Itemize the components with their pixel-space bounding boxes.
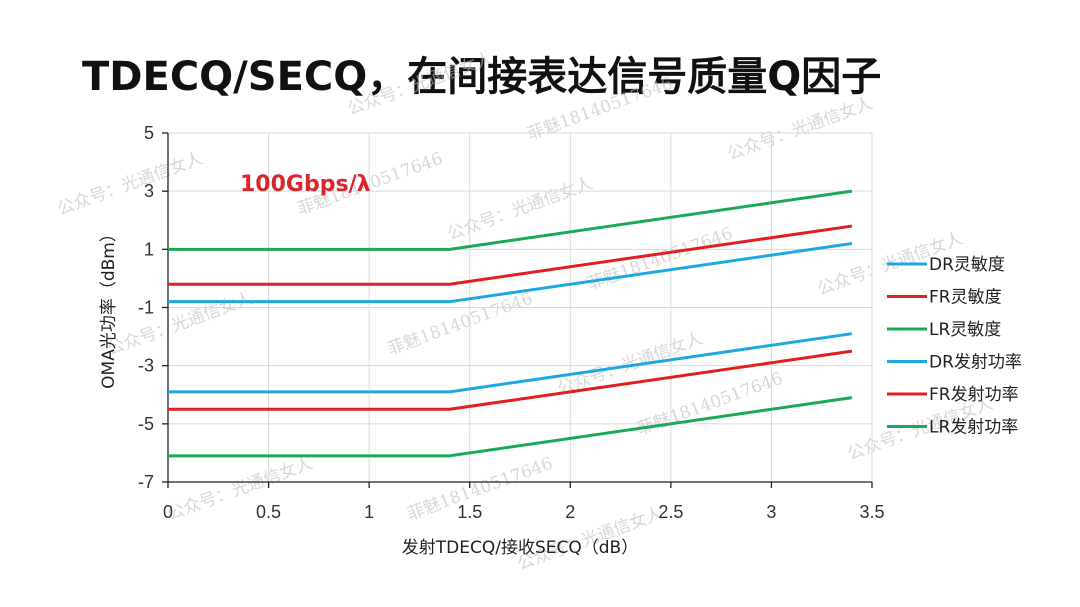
y-tick-label: -1 (138, 298, 154, 318)
watermark-text: 公众号：光通信女人 (555, 329, 706, 400)
watermark-text: 公众号：光通信女人 (345, 49, 496, 120)
series-line (168, 242, 853, 304)
x-tick-label: 1 (364, 502, 374, 522)
y-tick-label: -3 (138, 356, 154, 376)
series-line (168, 224, 853, 286)
chart-axes: -7 -5 -3 -1 1 3 5 0 0.5 1 1.5 2 2.5 3 3.5 (138, 123, 885, 522)
page-title: TDECQ/SECQ，在间接表达信号质量Q因子 (82, 54, 882, 100)
watermark-text: 公众号：光通信女人 (445, 174, 596, 245)
x-tick-label: 3 (766, 502, 776, 522)
x-tick-label: 3.5 (859, 502, 884, 522)
y-tick-label: -5 (138, 414, 154, 434)
y-tick-label: 5 (144, 123, 154, 143)
watermark-text: 菲魅18140517646 (525, 74, 676, 145)
watermark-text: 公众号：光通信女人 (165, 454, 316, 525)
y-axis-title: OMA光功率（dBm） (99, 225, 119, 389)
legend-label: LR发射功率 (929, 418, 1018, 438)
y-tick-label: -7 (138, 472, 154, 492)
series-line (168, 189, 853, 251)
x-tick-label: 2 (565, 502, 575, 522)
x-tick-label: 0 (163, 502, 173, 522)
legend-label: FR发射功率 (929, 385, 1019, 405)
watermark-layer: 公众号：光通信女人 菲魅18140517646 公众号：光通信女人菲魅1814051… (55, 49, 996, 575)
legend-label: DR灵敏度 (929, 255, 1005, 275)
x-tick-label: 0.5 (256, 502, 281, 522)
chart-series (168, 189, 853, 458)
series-line (168, 396, 853, 458)
x-tick-label: 1.5 (457, 502, 482, 522)
legend-label: LR灵敏度 (929, 320, 1001, 340)
legend-label: DR发射功率 (929, 353, 1022, 373)
x-axis-title: 发射TDECQ/接收SECQ（dB） (402, 538, 638, 558)
watermark-text: 公众号：光通信女人 (725, 94, 876, 165)
watermark-text: 菲魅18140517646 (585, 224, 736, 295)
series-line (168, 332, 853, 394)
y-tick-label: 3 (144, 181, 154, 201)
legend-label: FR灵敏度 (929, 288, 1002, 308)
chart-legend: DR灵敏度 FR灵敏度 LR灵敏度 DR发射功率 FR发射功率 LR发射功率 (887, 255, 1022, 438)
y-tick-label: 1 (144, 239, 154, 259)
x-tick-label: 2.5 (658, 502, 683, 522)
watermark-text: 公众号：光通信女人 (105, 289, 256, 360)
chart-annotation: 100Gbps/λ (240, 172, 371, 197)
watermark-text: 公众号：光通信女人 (55, 149, 206, 220)
series-line (168, 349, 853, 411)
